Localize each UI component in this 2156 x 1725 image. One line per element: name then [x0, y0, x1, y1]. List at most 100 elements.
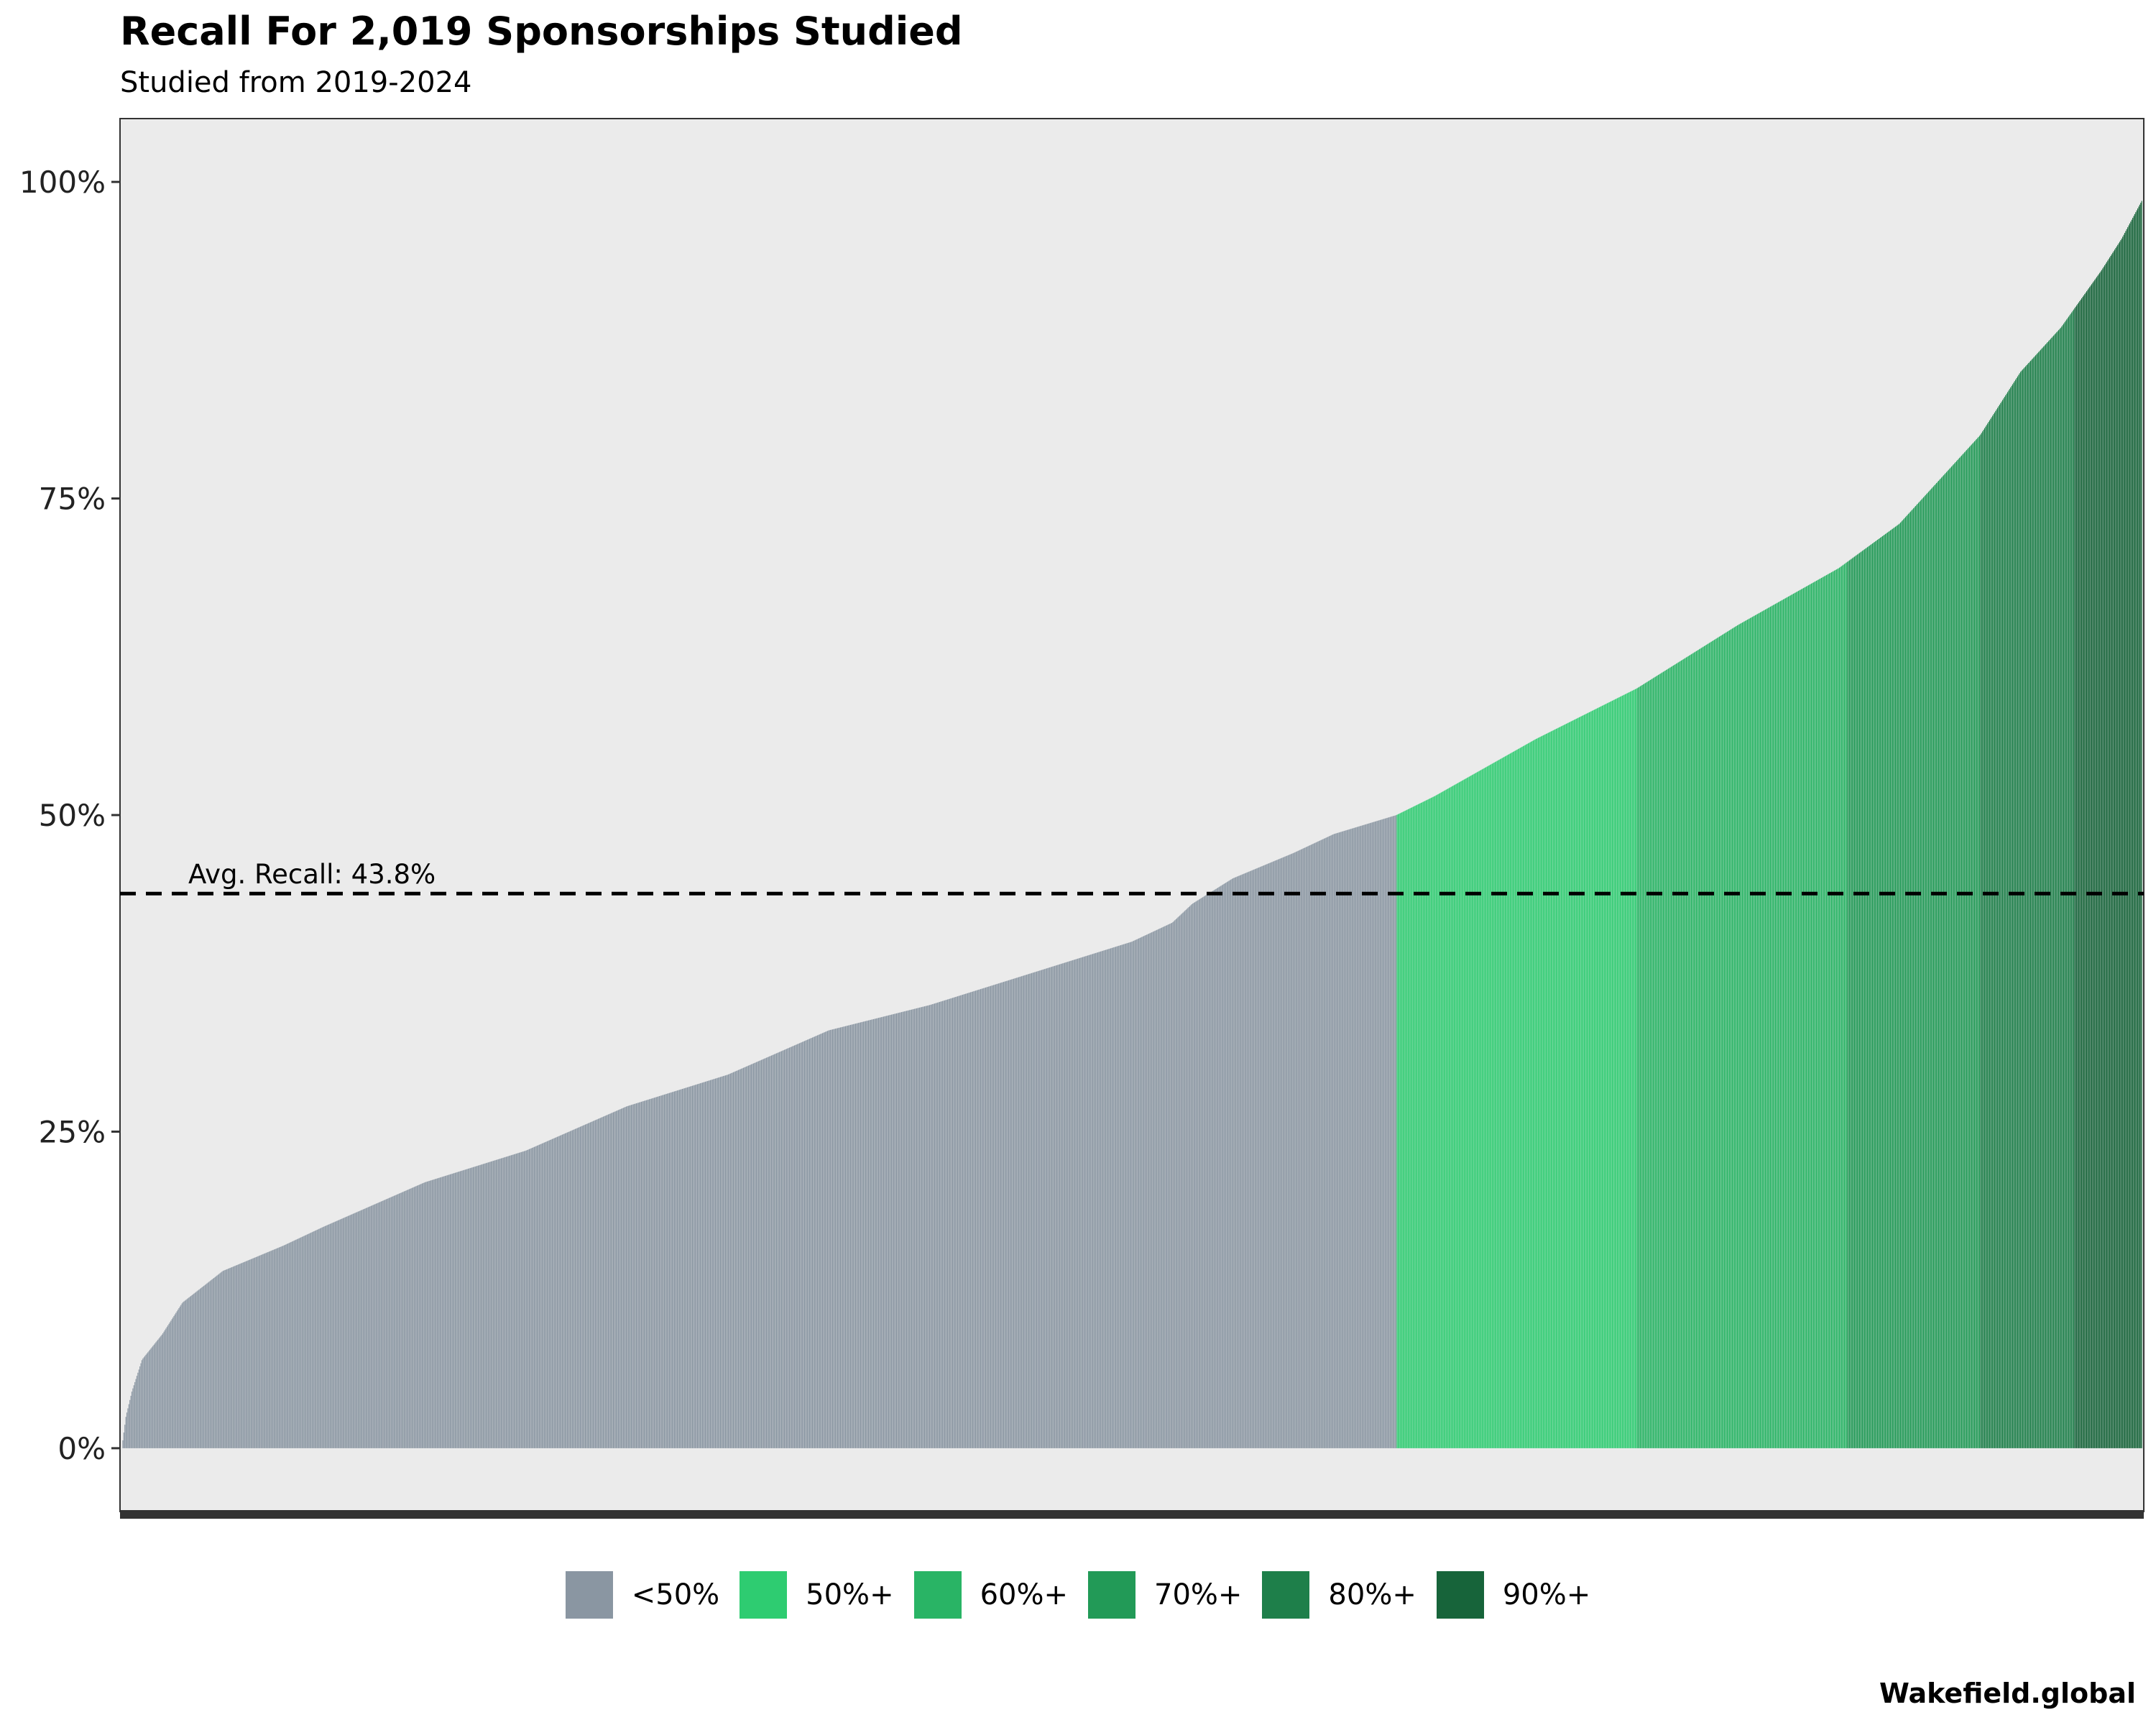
bar — [1263, 865, 1265, 1448]
bar — [540, 1144, 542, 1448]
bar — [2116, 246, 2117, 1448]
bar — [1540, 736, 1542, 1448]
bar — [704, 1082, 705, 1448]
bar — [1962, 454, 1963, 1448]
bar — [1065, 962, 1067, 1448]
bar — [2018, 374, 2019, 1448]
bar — [1927, 492, 1930, 1448]
bar — [1342, 831, 1344, 1448]
bar — [431, 1179, 433, 1448]
bar — [1715, 638, 1717, 1448]
bar — [965, 993, 967, 1448]
bar — [2022, 369, 2024, 1448]
bar — [834, 1029, 835, 1448]
bar — [840, 1027, 842, 1448]
bar — [1970, 446, 1971, 1448]
bar — [1945, 473, 1946, 1448]
bar — [1644, 683, 1646, 1448]
bar — [438, 1177, 440, 1448]
bar — [962, 994, 964, 1448]
bar — [913, 1008, 914, 1448]
legend-item: 50%+ — [740, 1571, 894, 1619]
bar — [1215, 888, 1217, 1448]
bar — [1205, 895, 1207, 1448]
y-tick-label: 50% — [39, 798, 106, 833]
bar — [1562, 725, 1564, 1448]
bar — [2096, 277, 2098, 1448]
bar — [1685, 658, 1686, 1448]
bar — [1088, 954, 1089, 1448]
bar — [964, 994, 965, 1448]
bar — [1969, 446, 1971, 1448]
bar — [943, 1000, 944, 1448]
bar — [1041, 970, 1043, 1448]
bar — [132, 1388, 134, 1448]
bar — [428, 1181, 430, 1448]
bar — [1393, 816, 1395, 1448]
bar — [135, 1379, 137, 1448]
bar — [203, 1285, 205, 1448]
bar — [1731, 628, 1733, 1448]
bar — [1643, 684, 1644, 1448]
bar — [1060, 964, 1061, 1448]
bar — [983, 988, 985, 1448]
bar — [1755, 615, 1756, 1448]
bar — [1690, 654, 1692, 1448]
bar — [802, 1041, 803, 1448]
bar — [1876, 540, 1879, 1448]
bar — [1264, 865, 1266, 1448]
bar — [1355, 827, 1357, 1448]
bar — [866, 1021, 867, 1448]
bar — [461, 1170, 463, 1448]
bar — [1659, 673, 1661, 1448]
bar — [954, 997, 955, 1448]
bar — [1383, 819, 1385, 1448]
bar — [2068, 316, 2070, 1448]
bar — [1942, 476, 1943, 1448]
bar — [2050, 339, 2052, 1448]
legend-item: 80%+ — [1262, 1571, 1416, 1619]
bar — [773, 1054, 774, 1448]
bar — [1356, 827, 1358, 1448]
bar — [1789, 595, 1791, 1448]
bar — [2115, 248, 2116, 1448]
bar — [2024, 367, 2025, 1448]
bar — [1378, 820, 1380, 1448]
bar — [749, 1064, 750, 1448]
bar — [942, 1000, 944, 1448]
bar — [950, 998, 952, 1448]
bar — [1769, 607, 1772, 1448]
bar — [430, 1180, 432, 1448]
bar — [612, 1112, 614, 1448]
bar — [1853, 556, 1856, 1448]
bar — [893, 1013, 894, 1448]
bar — [130, 1395, 132, 1448]
bar — [1501, 758, 1503, 1448]
bar — [1958, 459, 1959, 1448]
bar — [548, 1140, 550, 1448]
bar — [1687, 656, 1689, 1448]
bar — [1120, 944, 1122, 1448]
bar — [1333, 834, 1335, 1448]
bar — [1649, 680, 1651, 1448]
bar — [1345, 830, 1347, 1448]
bar — [1703, 645, 1705, 1448]
bar — [1809, 584, 1810, 1448]
bar — [756, 1062, 757, 1448]
bar — [2051, 337, 2053, 1448]
bar — [1074, 960, 1076, 1448]
bar — [2125, 231, 2127, 1448]
bar — [1199, 898, 1201, 1448]
bar — [1833, 571, 1834, 1448]
bar — [1376, 821, 1378, 1448]
bar — [1268, 863, 1270, 1448]
bar — [708, 1080, 709, 1448]
bar — [1430, 798, 1432, 1448]
bar — [662, 1095, 663, 1448]
bar — [1026, 975, 1028, 1448]
bar — [573, 1129, 575, 1448]
bar — [1346, 829, 1348, 1448]
bar — [213, 1277, 215, 1448]
bar — [2046, 343, 2047, 1448]
bar — [2102, 268, 2104, 1448]
